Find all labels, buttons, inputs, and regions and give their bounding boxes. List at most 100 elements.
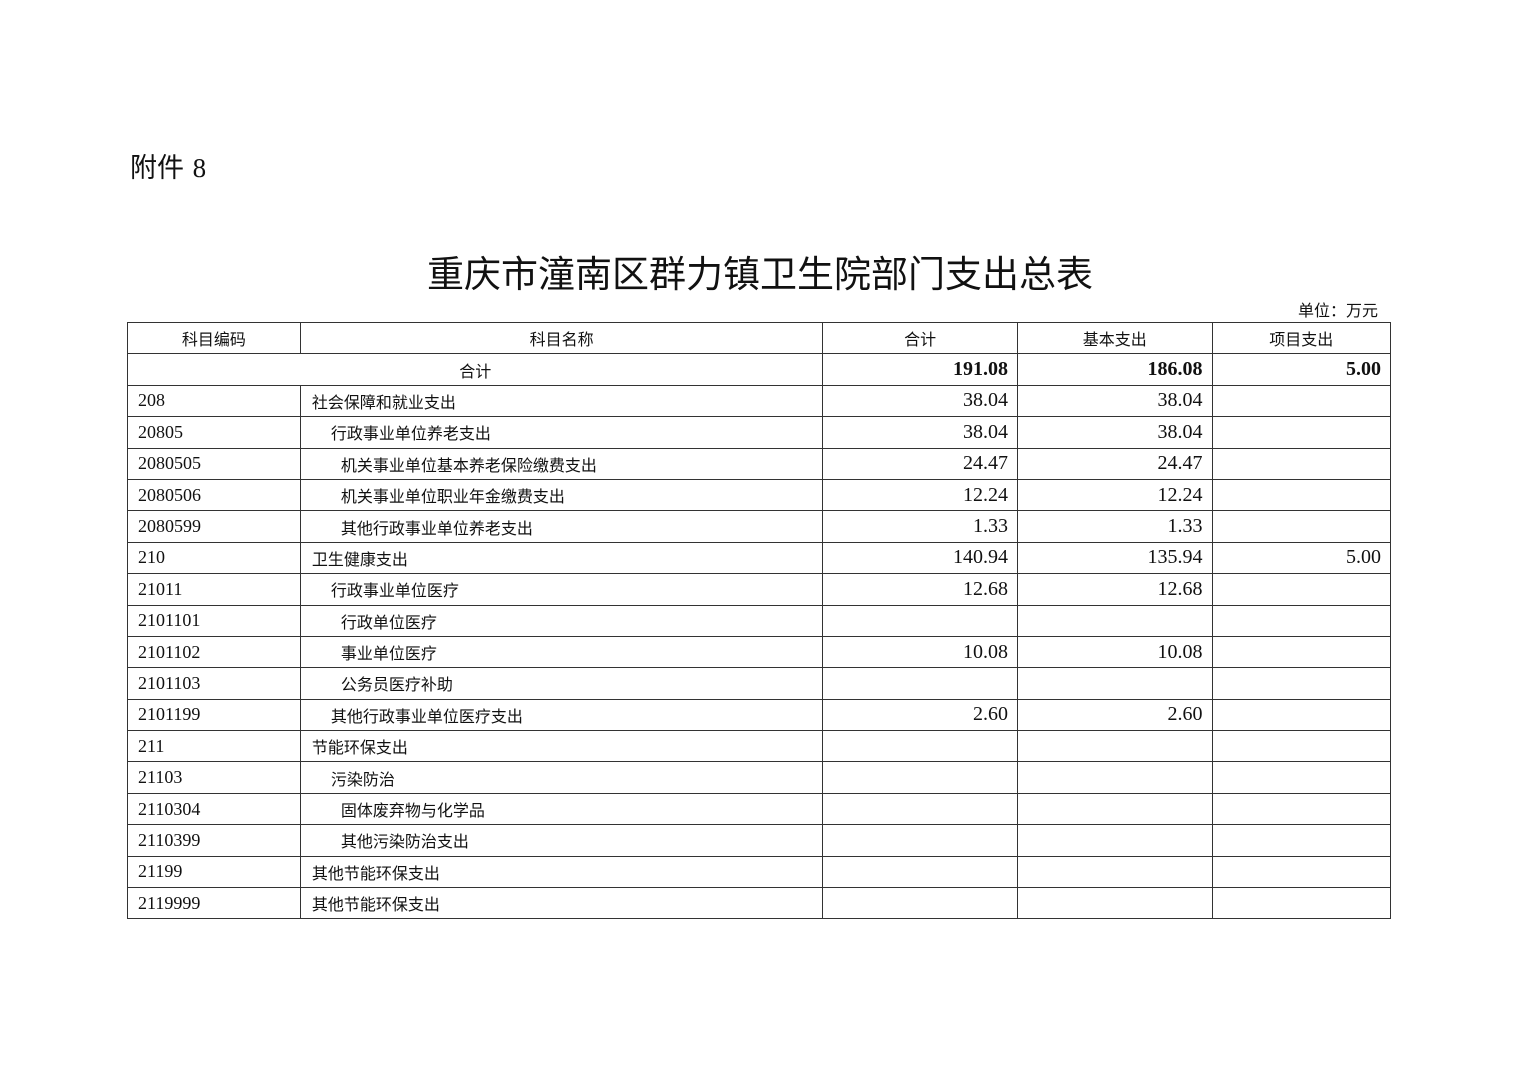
attachment-label: 附件 8 (130, 146, 206, 185)
row-name: 节能环保支出 (299, 730, 824, 763)
table-row: 2101199 其他行政事业单位医疗支出 2.60 2.60 (127, 698, 1392, 732)
row-name: 其他节能环保支出 (299, 855, 824, 889)
row-basic (1016, 761, 1213, 794)
row-name: 卫生健康支出 (299, 541, 824, 575)
table-row: 208 社会保障和就业支出 38.04 38.04 (127, 384, 1392, 418)
row-code: 2080599 (127, 510, 301, 543)
row-basic: 12.24 (1016, 478, 1213, 512)
row-project (1211, 824, 1392, 857)
row-project: 5.00 (1211, 541, 1392, 575)
row-code: 2119999 (127, 887, 301, 920)
row-name: 事业单位医疗 (299, 635, 824, 669)
table-row: 21011 行政事业单位医疗 12.68 12.68 (127, 573, 1392, 606)
row-total: 12.24 (822, 478, 1018, 512)
row-name: 其他节能环保支出 (299, 887, 824, 920)
table-row: 2110304 固体废弃物与化学品 (127, 792, 1392, 826)
row-project (1211, 447, 1392, 480)
row-project (1211, 604, 1392, 637)
row-code: 208 (127, 384, 301, 418)
header-basic: 基本支出 (1016, 321, 1213, 355)
row-basic: 1.33 (1016, 510, 1213, 543)
row-basic (1016, 792, 1213, 826)
row-total: 12.68 (822, 573, 1018, 606)
table-row: 2101103 公务员医疗补助 (127, 667, 1392, 700)
row-name: 行政事业单位养老支出 (299, 416, 824, 449)
row-code: 21011 (127, 573, 301, 606)
table-row: 211 节能环保支出 (127, 730, 1392, 763)
row-total: 140.94 (822, 541, 1018, 575)
row-code: 2110304 (127, 792, 301, 826)
row-code: 2101102 (127, 635, 301, 669)
row-total: 10.08 (822, 635, 1018, 669)
row-name: 其他行政事业单位医疗支出 (299, 698, 824, 732)
table-row: 21199 其他节能环保支出 (127, 855, 1392, 889)
row-code: 211 (127, 730, 301, 763)
table-row: 210 卫生健康支出 140.94 135.94 5.00 (127, 541, 1392, 575)
row-code: 20805 (127, 416, 301, 449)
row-basic: 2.60 (1016, 698, 1213, 732)
row-code: 210 (127, 541, 301, 575)
row-name: 社会保障和就业支出 (299, 384, 824, 418)
table-row: 2119999 其他节能环保支出 (127, 887, 1392, 920)
table-row: 21103 污染防治 (127, 761, 1392, 794)
header-total: 合计 (822, 321, 1018, 355)
row-name: 机关事业单位基本养老保险缴费支出 (299, 447, 824, 480)
total-basic: 186.08 (1016, 353, 1213, 386)
header-name: 科目名称 (299, 321, 824, 355)
row-project (1211, 416, 1392, 449)
total-project: 5.00 (1211, 353, 1392, 386)
row-total: 2.60 (822, 698, 1018, 732)
row-project (1211, 667, 1392, 700)
row-total: 1.33 (822, 510, 1018, 543)
attachment-number: 8 (192, 153, 207, 183)
expenditure-table: 科目编码 科目名称 合计 基本支出 项目支出 合计 191.08 186.08 … (126, 321, 1392, 920)
row-project (1211, 698, 1392, 732)
row-project (1211, 792, 1392, 826)
row-basic: 38.04 (1016, 416, 1213, 449)
table-row: 2080506 机关事业单位职业年金缴费支出 12.24 12.24 (127, 478, 1392, 512)
row-code: 2101101 (127, 604, 301, 637)
row-basic (1016, 887, 1213, 920)
row-project (1211, 573, 1392, 606)
row-name: 机关事业单位职业年金缴费支出 (299, 478, 824, 512)
row-total (822, 887, 1018, 920)
row-total (822, 824, 1018, 857)
table-header-row: 科目编码 科目名称 合计 基本支出 项目支出 (127, 321, 1392, 355)
row-total: 24.47 (822, 447, 1018, 480)
row-name: 其他污染防治支出 (299, 824, 824, 857)
row-basic (1016, 730, 1213, 763)
unit-label: 单位：万元 (1297, 301, 1378, 320)
row-code: 2101103 (127, 667, 301, 700)
row-project (1211, 510, 1392, 543)
row-code: 21199 (127, 855, 301, 889)
row-project (1211, 761, 1392, 794)
row-total: 38.04 (822, 416, 1018, 449)
row-name: 固体废弃物与化学品 (299, 792, 824, 826)
row-name: 公务员医疗补助 (299, 667, 824, 700)
row-name: 其他行政事业单位养老支出 (299, 510, 824, 543)
row-code: 2110399 (127, 824, 301, 857)
row-total (822, 761, 1018, 794)
table-row: 20805 行政事业单位养老支出 38.04 38.04 (127, 416, 1392, 449)
row-name: 行政事业单位医疗 (299, 573, 824, 606)
row-basic (1016, 604, 1213, 637)
header-code: 科目编码 (127, 321, 301, 355)
row-basic: 24.47 (1016, 447, 1213, 480)
row-code: 2080506 (127, 478, 301, 512)
table-row: 2101102 事业单位医疗 10.08 10.08 (127, 635, 1392, 669)
row-name: 污染防治 (299, 761, 824, 794)
attachment-text: 附件 (130, 153, 184, 184)
table-row: 2080505 机关事业单位基本养老保险缴费支出 24.47 24.47 (127, 447, 1392, 480)
row-project (1211, 384, 1392, 418)
total-row: 合计 191.08 186.08 5.00 (126, 353, 1392, 386)
row-total (822, 604, 1018, 637)
table-row: 2110399 其他污染防治支出 (127, 824, 1392, 857)
row-total (822, 855, 1018, 889)
row-total (822, 792, 1018, 826)
row-basic: 135.94 (1016, 541, 1213, 575)
row-project (1211, 635, 1392, 669)
row-basic (1016, 824, 1213, 857)
row-basic (1016, 855, 1213, 889)
row-code: 2101199 (127, 698, 301, 732)
row-basic: 10.08 (1016, 635, 1213, 669)
